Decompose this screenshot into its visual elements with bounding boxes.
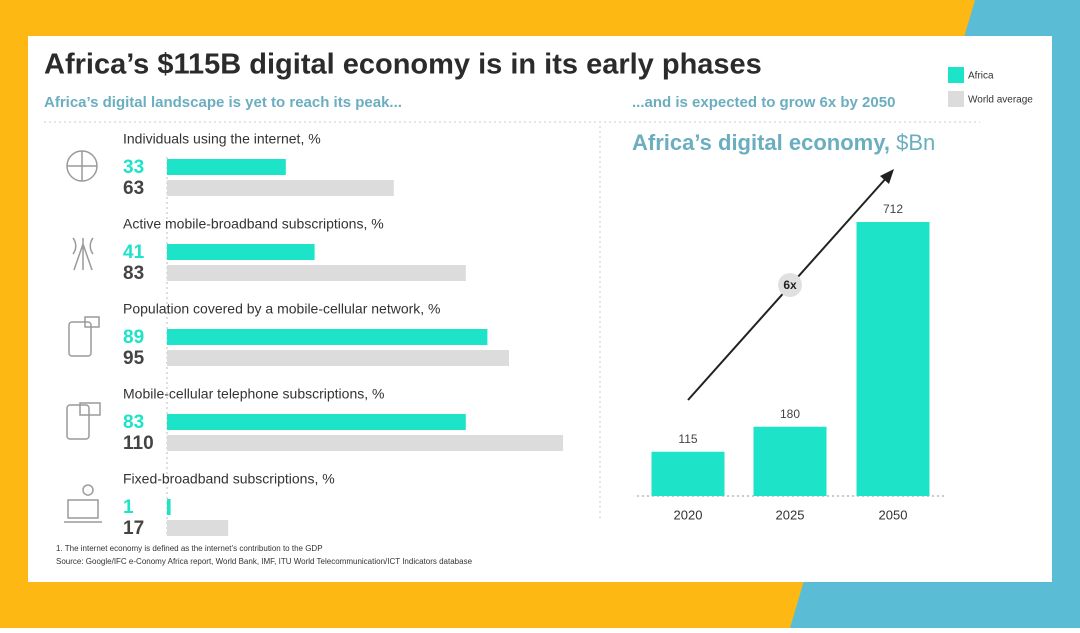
source: Source: Google/IFC e-Conomy Africa repor… bbox=[56, 557, 473, 566]
value-label: 180 bbox=[780, 407, 800, 421]
legend-label: World average bbox=[968, 95, 1033, 106]
left-subtitle: Africa’s digital landscape is yet to rea… bbox=[44, 94, 402, 111]
icon-card bbox=[79, 402, 101, 416]
bar bbox=[167, 414, 466, 430]
icon-phone bbox=[84, 316, 100, 328]
icons bbox=[64, 150, 102, 523]
legend-swatch bbox=[948, 67, 964, 83]
annotation: 6x bbox=[783, 278, 797, 292]
value-label: 17 bbox=[123, 518, 144, 539]
bar bbox=[167, 265, 466, 281]
x-tick-label: 2050 bbox=[879, 507, 908, 522]
bar bbox=[753, 426, 827, 496]
bar bbox=[167, 159, 286, 175]
value-label: 1 bbox=[123, 497, 134, 518]
group-label: Individuals using the internet, % bbox=[123, 131, 321, 147]
value-label: 110 bbox=[123, 433, 154, 454]
icon-phone bbox=[68, 321, 92, 357]
chart-title: Africa’s digital economy, $Bn bbox=[632, 130, 935, 155]
value-label: 89 bbox=[123, 327, 144, 348]
chart-title-unit: $Bn bbox=[896, 130, 935, 155]
icon-globe bbox=[67, 151, 97, 181]
annotation-badge bbox=[778, 273, 802, 297]
value-label: 712 bbox=[883, 202, 903, 216]
footnote: 1. The internet economy is defined as th… bbox=[56, 544, 323, 553]
chart-title-text: Africa’s digital economy, bbox=[632, 130, 890, 155]
value-label: 63 bbox=[123, 178, 144, 199]
group-label: Population covered by a mobile-cellular … bbox=[123, 301, 441, 317]
icon-laptop bbox=[64, 484, 102, 523]
bar bbox=[167, 180, 394, 196]
value-label: 115 bbox=[678, 432, 697, 446]
bar bbox=[167, 435, 563, 451]
bar bbox=[167, 499, 171, 515]
group-label: Fixed-broadband subscriptions, % bbox=[123, 471, 335, 487]
right-subtitle: ...and is expected to grow 6x by 2050 bbox=[632, 94, 895, 111]
value-label: 41 bbox=[123, 242, 145, 263]
icon-laptop bbox=[67, 499, 99, 519]
x-tick-label: 2025 bbox=[776, 507, 805, 522]
legend-swatch bbox=[948, 91, 964, 107]
value-label: 83 bbox=[123, 412, 144, 433]
legend-label: Africa bbox=[968, 71, 994, 82]
bar bbox=[167, 244, 315, 260]
bar bbox=[167, 350, 509, 366]
group-label: Mobile-cellular telephone subscriptions,… bbox=[123, 386, 384, 402]
bar bbox=[856, 222, 930, 496]
page-title: Africa’s $115B digital economy is in its… bbox=[44, 49, 762, 81]
group-label: Active mobile-broadband subscriptions, % bbox=[123, 216, 384, 232]
arrow-head bbox=[880, 169, 894, 184]
icon-antenna bbox=[72, 237, 94, 271]
bar bbox=[651, 451, 725, 496]
value-label: 83 bbox=[123, 263, 144, 284]
value-label: 95 bbox=[123, 348, 145, 369]
x-tick-label: 2020 bbox=[674, 507, 703, 522]
bar bbox=[167, 520, 229, 536]
icon-phone bbox=[66, 404, 90, 440]
value-label: 33 bbox=[123, 157, 144, 178]
bar bbox=[167, 329, 488, 345]
